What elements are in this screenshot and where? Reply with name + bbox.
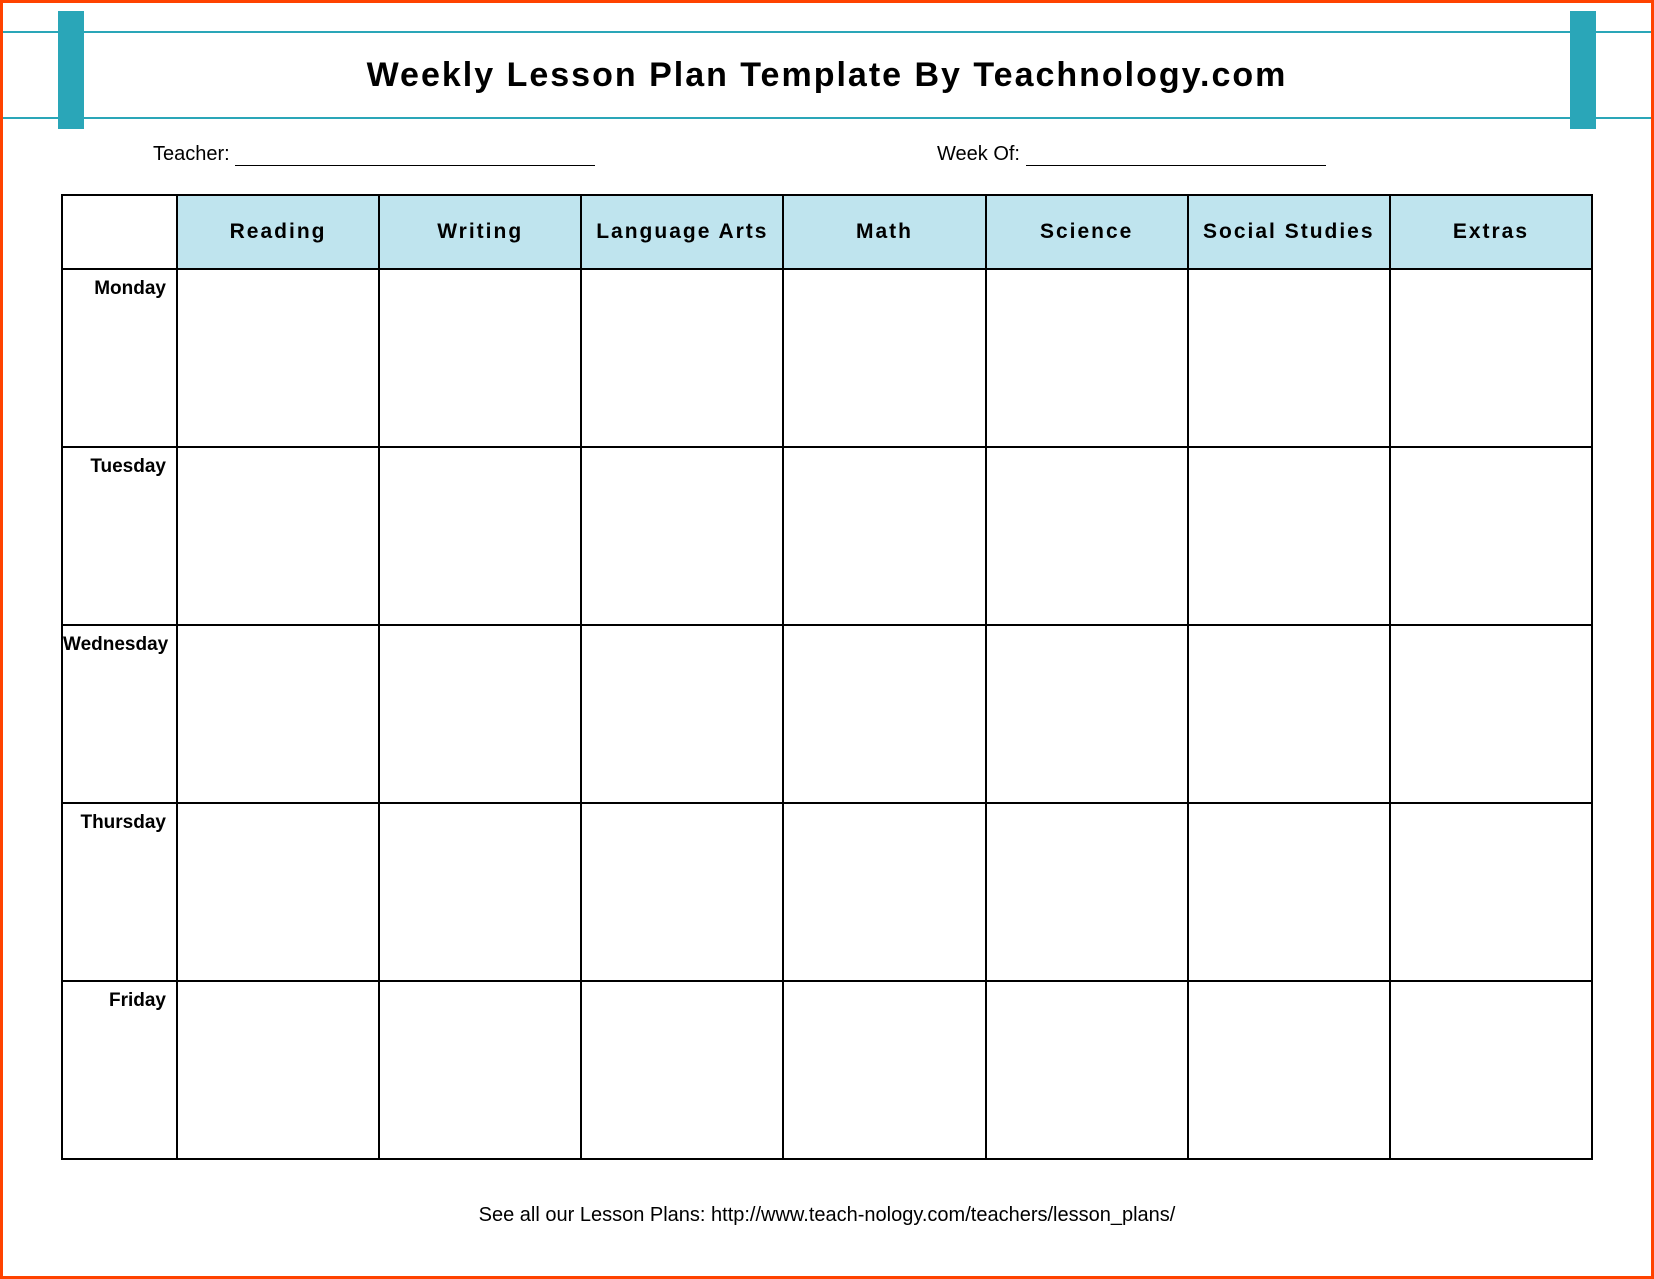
plan-day-label: Friday [62, 981, 177, 1159]
plan-body: Monday Tuesday Wednesday Thursday Friday [62, 269, 1592, 1159]
plan-row: Friday [62, 981, 1592, 1159]
plan-cell [581, 447, 783, 625]
plan-cell [581, 269, 783, 447]
plan-row: Thursday [62, 803, 1592, 981]
plan-cell [379, 625, 581, 803]
plan-cell [177, 803, 379, 981]
plan-cell [177, 625, 379, 803]
plan-cell [1188, 269, 1390, 447]
plan-cell [1390, 625, 1592, 803]
plan-cell [783, 269, 985, 447]
title-band: Weekly Lesson Plan Template By Teachnolo… [3, 31, 1651, 119]
plan-cell [379, 803, 581, 981]
plan-cell [986, 981, 1188, 1159]
plan-cell [379, 981, 581, 1159]
plan-day-label: Tuesday [62, 447, 177, 625]
teacher-field: Teacher: [153, 143, 777, 166]
plan-cell [1390, 803, 1592, 981]
title-tab-left [58, 11, 84, 129]
plan-cell [581, 625, 783, 803]
plan-row: Tuesday [62, 447, 1592, 625]
plan-header-subject: Science [986, 195, 1188, 269]
plan-row: Wednesday [62, 625, 1592, 803]
week-field: Week Of: [777, 143, 1561, 166]
plan-cell [986, 269, 1188, 447]
meta-row: Teacher: Week Of: [153, 143, 1561, 166]
plan-cell [783, 981, 985, 1159]
plan-cell [1188, 803, 1390, 981]
teacher-blank-line [235, 148, 595, 166]
plan-header-subject: Reading [177, 195, 379, 269]
plan-table: Reading Writing Language Arts Math Scien… [61, 194, 1593, 1160]
plan-header-corner [62, 195, 177, 269]
plan-cell [177, 981, 379, 1159]
plan-cell [379, 269, 581, 447]
plan-cell [1390, 269, 1592, 447]
plan-cell [1390, 447, 1592, 625]
plan-cell [1188, 981, 1390, 1159]
plan-cell [581, 981, 783, 1159]
plan-cell [581, 803, 783, 981]
teacher-label: Teacher: [153, 143, 230, 165]
document-frame: Weekly Lesson Plan Template By Teachnolo… [0, 0, 1654, 1279]
plan-cell [1390, 981, 1592, 1159]
plan-cell [986, 447, 1188, 625]
plan-header-row: Reading Writing Language Arts Math Scien… [62, 195, 1592, 269]
plan-day-label: Monday [62, 269, 177, 447]
plan-cell [177, 269, 379, 447]
plan-header-subject: Social Studies [1188, 195, 1390, 269]
plan-header-subject: Writing [379, 195, 581, 269]
week-label: Week Of: [937, 143, 1020, 165]
page-title: Weekly Lesson Plan Template By Teachnolo… [367, 56, 1288, 95]
week-blank-line [1026, 148, 1326, 166]
plan-cell [1188, 625, 1390, 803]
plan-row: Monday [62, 269, 1592, 447]
plan-header-subject: Extras [1390, 195, 1592, 269]
plan-cell [986, 625, 1188, 803]
plan-cell [986, 803, 1188, 981]
plan-day-label: Thursday [62, 803, 177, 981]
plan-header-subject: Language Arts [581, 195, 783, 269]
plan-cell [379, 447, 581, 625]
plan-cell [1188, 447, 1390, 625]
plan-cell [177, 447, 379, 625]
plan-header-subject: Math [783, 195, 985, 269]
footer-note: See all our Lesson Plans: http://www.tea… [3, 1204, 1651, 1227]
plan-cell [783, 803, 985, 981]
plan-grid-wrap: Reading Writing Language Arts Math Scien… [61, 194, 1593, 1160]
title-tab-right [1570, 11, 1596, 129]
plan-cell [783, 625, 985, 803]
plan-cell [783, 447, 985, 625]
plan-day-label: Wednesday [62, 625, 177, 803]
